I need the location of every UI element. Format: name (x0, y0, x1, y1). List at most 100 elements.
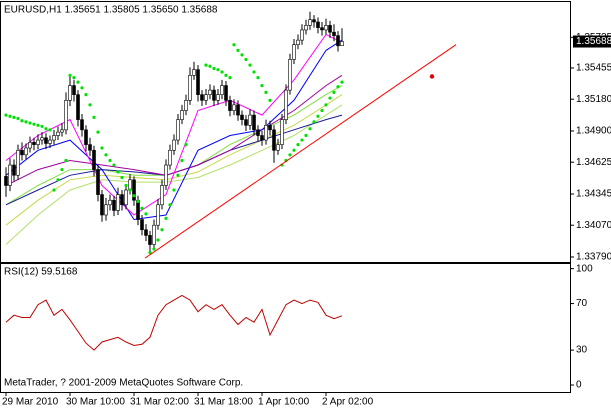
candle-body (64, 100, 68, 131)
sar-dot (264, 90, 268, 94)
sar-dot (320, 108, 324, 113)
indicator-line (5, 294, 343, 351)
indicator-line (5, 39, 343, 221)
sar-dot (72, 76, 76, 80)
candle-body (148, 235, 152, 245)
candle-body (212, 89, 216, 101)
candle-body (144, 229, 148, 236)
candle-body (208, 89, 212, 95)
sar-dot (212, 66, 216, 71)
candle-body (204, 94, 208, 101)
candle-body (268, 125, 272, 131)
sar-dot (216, 68, 220, 72)
candle-body (76, 94, 80, 120)
candle-body (176, 119, 180, 141)
candle-body (324, 25, 328, 31)
y-tick-label: 1.34625 (576, 157, 611, 168)
sar-dot (92, 115, 96, 119)
sar-dot (176, 173, 180, 177)
sar-dot (124, 183, 128, 188)
candle-body (340, 41, 344, 47)
x-tick-label: 29 Mar 2010 (2, 397, 59, 408)
sar-dot (156, 238, 160, 242)
sar-dot (328, 96, 332, 100)
candle-body (104, 204, 108, 216)
sar-dot (12, 115, 16, 119)
candle-body (320, 27, 324, 31)
sar-dot (180, 158, 184, 163)
sar-dot (120, 175, 124, 180)
candle-body (96, 169, 100, 195)
sar-dot (332, 90, 336, 94)
sar-dot (240, 53, 244, 57)
candle-body (160, 185, 164, 206)
candle-body (56, 131, 60, 136)
candle-body (188, 75, 192, 101)
x-tick-label: 31 Mar 18:00 (194, 397, 253, 408)
last-price-label: 1.35688 (576, 36, 611, 47)
sar-dot (32, 122, 36, 126)
sar-dot (104, 153, 108, 157)
sar-dot (300, 138, 304, 142)
sar-dot (4, 113, 8, 117)
sar-dot (140, 206, 144, 210)
rsi-title: RSI(12) 59.5168 (4, 267, 78, 278)
sar-dot (340, 80, 344, 84)
rsi-panel (0, 263, 571, 393)
sar-dot (132, 194, 136, 198)
x-tick-label: 1 Apr 10:00 (258, 397, 310, 408)
sar-dot (316, 114, 320, 118)
candle-body (292, 44, 296, 60)
sar-dot (296, 143, 300, 147)
candle-body (172, 139, 176, 151)
copyright: MetaTrader, ? 2001-2009 MetaQuotes Softw… (4, 378, 243, 389)
candle-body (88, 144, 92, 151)
candle-body (216, 94, 220, 101)
indicator-line (5, 94, 343, 226)
sar-dot (308, 127, 312, 131)
candle-body (240, 114, 244, 120)
candle-body (248, 114, 252, 126)
candle-body (44, 137, 48, 144)
candle-body (40, 137, 44, 141)
candle-body (120, 194, 124, 206)
x-tick-label: 2 Apr 02:00 (322, 397, 374, 408)
indicator-line (5, 74, 343, 186)
candle-body (168, 149, 172, 166)
candle-body (52, 135, 56, 141)
candle-body (308, 19, 312, 26)
y-tick-label: 70 (576, 298, 588, 309)
candle-body (244, 119, 248, 126)
sar-dot (84, 93, 88, 97)
sar-dot (24, 120, 28, 124)
rsi-plot (5, 294, 343, 351)
candle-body (264, 125, 268, 141)
last-price-box (573, 35, 611, 48)
sar-dot (68, 73, 72, 77)
sar-dot (248, 63, 252, 67)
sar-dot (100, 146, 104, 150)
indicator-line (5, 104, 343, 245)
sar-dot (144, 212, 148, 216)
candle-body (276, 144, 280, 151)
candle-body (140, 219, 144, 231)
sar-dot (184, 143, 188, 147)
sar-dot (8, 114, 12, 118)
candle-body (36, 139, 40, 145)
sar-dot (224, 73, 228, 77)
y-tick-label: 1.34900 (576, 126, 611, 137)
candle-body (60, 129, 64, 133)
candle-body (68, 85, 72, 101)
candle-body (112, 199, 116, 211)
sar-dot (148, 250, 152, 255)
y-tick-label: 100 (576, 263, 593, 274)
chart-title: EURUSD,H1 1.35651 1.35805 1.35650 1.3568… (4, 5, 218, 16)
candle-body (16, 149, 20, 176)
candle-body (220, 85, 224, 95)
candle-body (132, 179, 136, 201)
candle-body (180, 110, 184, 120)
sar-dot (256, 76, 260, 80)
candle-body (232, 104, 236, 111)
axes: 1.33790 1.34070 1.34345 1.34625 1.34900 1.351… (2, 32, 611, 408)
candle-body (260, 135, 264, 141)
